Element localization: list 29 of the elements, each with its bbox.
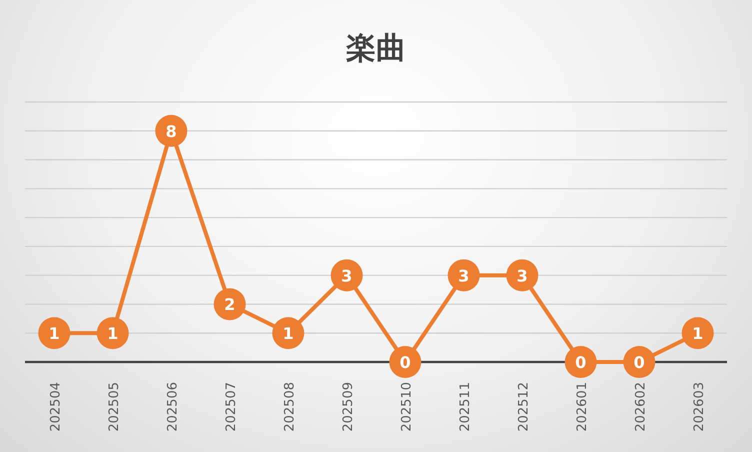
x-tick-label: 202504 xyxy=(48,382,64,432)
chart-title: 楽曲 xyxy=(345,31,406,66)
x-tick-label: 202505 xyxy=(106,382,122,432)
data-label: 0 xyxy=(575,353,586,372)
point xyxy=(38,317,70,350)
point xyxy=(272,317,304,350)
x-tick-label: 202512 xyxy=(516,382,532,432)
x-tick-label: 202506 xyxy=(165,382,180,432)
data-label: 1 xyxy=(107,324,118,344)
data-label: 1 xyxy=(692,324,704,344)
data-label: 8 xyxy=(166,122,177,141)
x-tick-label: 202510 xyxy=(399,382,414,432)
point xyxy=(682,317,714,350)
x-tick-label: 202508 xyxy=(282,382,298,432)
data-label: 3 xyxy=(458,266,470,286)
x-tick-label: 202602 xyxy=(633,382,648,432)
data-label: 2 xyxy=(224,295,236,314)
x-tick-label: 202507 xyxy=(224,382,239,432)
x-tick-label: 202509 xyxy=(340,382,356,432)
data-label: 3 xyxy=(516,266,528,286)
point xyxy=(96,317,129,350)
x-tick-label: 202511 xyxy=(458,382,473,432)
x-tick-label: 202601 xyxy=(574,382,590,432)
data-label: 1 xyxy=(282,324,294,344)
x-tick-label: 202603 xyxy=(692,382,707,432)
data-label: 0 xyxy=(400,353,411,372)
data-label: 0 xyxy=(634,353,645,372)
data-label: 1 xyxy=(48,324,60,344)
data-label: 3 xyxy=(341,266,352,286)
